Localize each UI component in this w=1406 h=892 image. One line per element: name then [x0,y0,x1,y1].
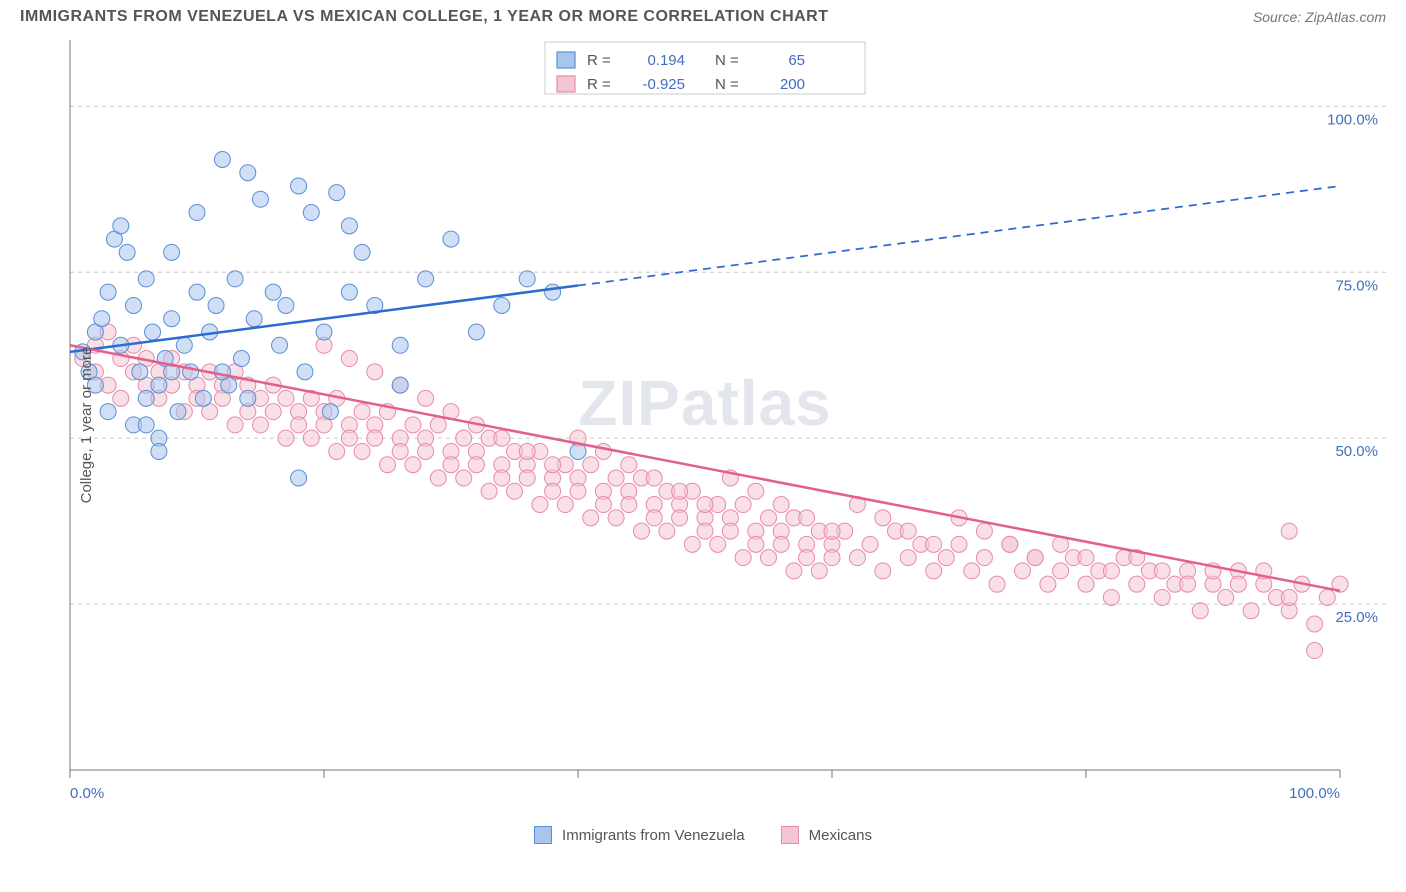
svg-text:200: 200 [780,76,805,93]
svg-text:65: 65 [788,52,805,69]
legend-swatch-mexicans [781,826,799,844]
legend-swatch-venezuela [534,826,552,844]
svg-text:0.0%: 0.0% [70,785,104,802]
svg-text:R =: R = [587,52,611,69]
svg-text:100.0%: 100.0% [1289,785,1340,802]
svg-text:-0.925: -0.925 [642,76,685,93]
chart-title: IMMIGRANTS FROM VENEZUELA VS MEXICAN COL… [20,8,829,26]
svg-text:50.0%: 50.0% [1335,443,1378,460]
chart-container: College, 1 year or more 25.0% 50.0% 75.0% 1… [20,30,1386,820]
legend-label-venezuela: Immigrants from Venezuela [562,827,745,844]
legend-item-venezuela: Immigrants from Venezuela [534,826,745,844]
svg-text:75.0%: 75.0% [1335,277,1378,294]
svg-text:N =: N = [715,76,739,93]
svg-text:0.194: 0.194 [647,52,685,69]
svg-text:ZIPatlas: ZIPatlas [578,367,831,439]
chart-header: IMMIGRANTS FROM VENEZUELA VS MEXICAN COL… [0,0,1406,30]
chart-source: Source: ZipAtlas.com [1253,9,1386,25]
legend-item-mexicans: Mexicans [781,826,872,844]
svg-text:100.0%: 100.0% [1327,111,1378,128]
bottom-legend: Immigrants from Venezuela Mexicans [0,826,1406,844]
svg-text:R =: R = [587,76,611,93]
svg-text:25.0%: 25.0% [1335,609,1378,626]
legend-label-mexicans: Mexicans [809,827,872,844]
y-axis-label: College, 1 year or more [78,347,95,504]
scatter-chart: 25.0% 50.0% 75.0% 100.0% ZIPatlas 0.0% 100.0% R… [20,30,1386,820]
svg-text:N =: N = [715,52,739,69]
